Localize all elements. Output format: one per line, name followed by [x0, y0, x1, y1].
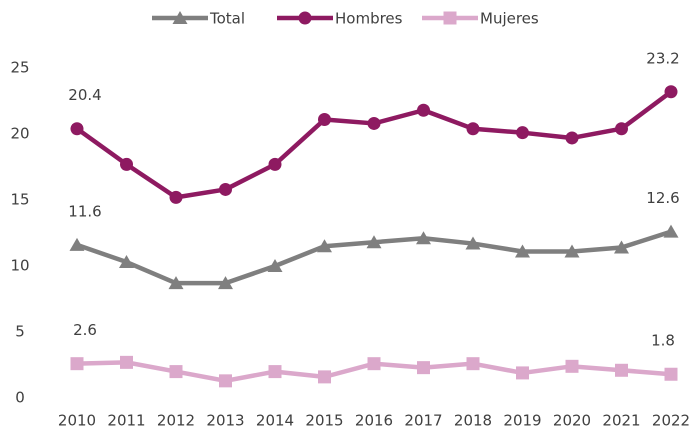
- data-point: [367, 357, 381, 371]
- data-point: [416, 231, 431, 245]
- legend-label: Mujeres: [480, 10, 539, 28]
- y-tick-label: 20: [10, 125, 29, 143]
- data-point: [366, 235, 382, 249]
- data-point: [318, 370, 331, 384]
- data-label: 12.6: [646, 189, 679, 207]
- legend-marker: [443, 11, 457, 25]
- legend-label: Total: [209, 10, 245, 28]
- x-tick-label: 2019: [503, 412, 541, 430]
- data-point: [664, 367, 678, 381]
- data-point: [615, 122, 628, 136]
- x-tick-label: 2011: [107, 412, 145, 430]
- data-label: 11.6: [68, 202, 101, 220]
- x-tick-label: 2021: [602, 412, 640, 430]
- y-tick-label: 0: [15, 389, 25, 407]
- data-label: 2.6: [73, 321, 97, 339]
- x-tick-label: 2014: [256, 412, 294, 430]
- data-point: [465, 236, 481, 250]
- legend-marker: [298, 11, 312, 25]
- x-tick-label: 2010: [58, 412, 96, 430]
- data-point: [565, 359, 579, 373]
- data-point: [119, 255, 134, 269]
- data-point: [367, 116, 381, 130]
- y-tick-label: 5: [15, 323, 25, 341]
- data-point: [615, 363, 628, 377]
- data-point: [515, 244, 530, 258]
- x-tick-label: 2016: [355, 412, 393, 430]
- x-tick-label: 2018: [454, 412, 492, 430]
- data-point: [466, 122, 480, 136]
- data-point: [417, 103, 430, 117]
- data-point: [664, 85, 678, 99]
- data-point: [663, 224, 679, 238]
- data-point: [267, 259, 283, 272]
- data-point: [120, 355, 133, 369]
- legend-label: Hombres: [335, 10, 403, 28]
- data-point: [268, 157, 282, 171]
- y-tick-label: 15: [10, 191, 29, 209]
- y-tick-label: 10: [10, 257, 29, 275]
- data-point: [317, 239, 332, 253]
- data-point: [516, 366, 529, 380]
- data-point: [466, 357, 480, 371]
- data-point: [70, 357, 84, 371]
- data-point: [614, 240, 629, 254]
- data-label: 1.8: [651, 332, 675, 350]
- data-label: 20.4: [68, 86, 101, 104]
- data-point: [565, 131, 579, 145]
- data-point: [219, 374, 232, 388]
- x-tick-label: 2012: [157, 412, 195, 430]
- data-point: [318, 112, 331, 126]
- x-tick-label: 2015: [305, 412, 343, 430]
- data-point: [169, 365, 183, 379]
- y-tick-label: 25: [10, 59, 29, 77]
- data-point: [218, 276, 233, 290]
- data-point: [516, 126, 529, 140]
- data-point: [268, 365, 282, 379]
- data-label: 23.2: [646, 49, 679, 67]
- series-line: [75, 89, 673, 200]
- x-tick-label: 2022: [652, 412, 690, 430]
- data-point: [168, 276, 184, 290]
- legend-marker: [172, 11, 188, 24]
- data-point: [417, 361, 430, 375]
- data-point: [219, 182, 232, 196]
- data-point: [120, 157, 133, 171]
- x-tick-label: 2013: [206, 412, 244, 430]
- data-point: [70, 122, 84, 136]
- x-tick-label: 2020: [553, 412, 591, 430]
- data-point: [69, 237, 85, 251]
- data-point: [169, 190, 183, 204]
- x-tick-label: 2017: [404, 412, 442, 430]
- data-point: [564, 244, 580, 258]
